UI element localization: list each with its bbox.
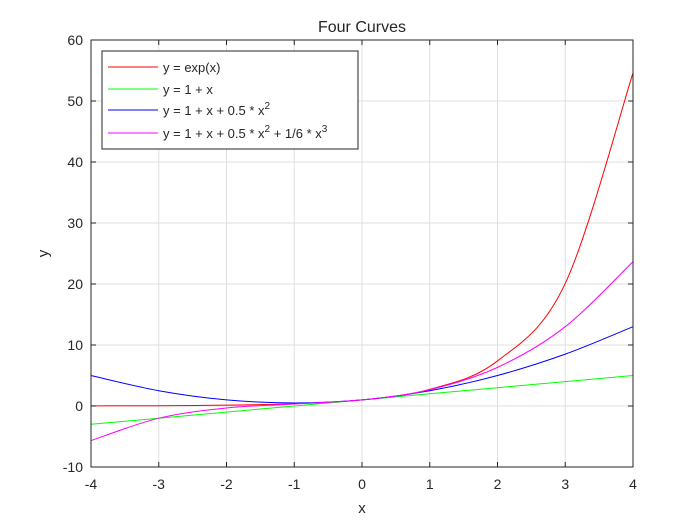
y-tick-label: 10 [67, 337, 83, 353]
y-tick-label: 40 [67, 154, 83, 170]
x-tick-label: 3 [561, 476, 569, 492]
x-tick-label: 4 [629, 476, 637, 492]
y-tick-label: 30 [67, 215, 83, 231]
chart-title: Four Curves [318, 19, 406, 36]
curve-cubic [90, 261, 634, 442]
y-tick-label: -10 [63, 459, 83, 475]
legend-label-exp: y = exp(x) [163, 60, 220, 75]
x-tick-label: -2 [220, 476, 233, 492]
legend: y = exp(x) y = 1 + x y = 1 + x + 0.5 * x… [101, 50, 359, 150]
x-tick-label: 1 [426, 476, 434, 492]
x-axis-label: x [358, 500, 366, 517]
x-tick-label: -1 [288, 476, 301, 492]
legend-label-cubic: y = 1 + x + 0.5 * x2 + 1/6 * x3 [163, 124, 328, 141]
y-axis-label: y [35, 249, 52, 257]
y-tick-label: 0 [75, 398, 83, 414]
y-tick-label: 50 [67, 93, 83, 109]
legend-label-quadratic: y = 1 + x + 0.5 * x2 [163, 101, 271, 118]
x-tick-label: 0 [358, 476, 366, 492]
legend-label-linear: y = 1 + x [163, 82, 213, 97]
curves-group [90, 72, 634, 442]
y-tick-label: 20 [67, 276, 83, 292]
y-tick-label: 60 [67, 32, 83, 48]
x-tick-label: -3 [153, 476, 166, 492]
x-tick-label: -4 [85, 476, 98, 492]
x-tick-label: 2 [494, 476, 502, 492]
